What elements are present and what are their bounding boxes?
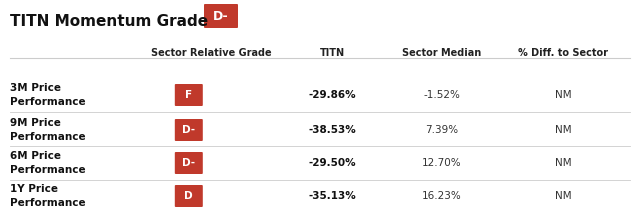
Text: -35.13%: -35.13% — [309, 191, 356, 201]
Text: Sector Median: Sector Median — [402, 48, 481, 58]
Text: 7.39%: 7.39% — [425, 125, 458, 135]
Text: 6M Price
Performance: 6M Price Performance — [10, 151, 85, 175]
Text: % Diff. to Sector: % Diff. to Sector — [518, 48, 608, 58]
Text: 12.70%: 12.70% — [422, 158, 461, 168]
Text: Sector Relative Grade: Sector Relative Grade — [151, 48, 271, 58]
FancyBboxPatch shape — [175, 185, 203, 207]
Text: TITN: TITN — [320, 48, 346, 58]
Text: F: F — [185, 90, 193, 100]
Text: D-: D- — [182, 158, 195, 168]
Text: TITN Momentum Grade: TITN Momentum Grade — [10, 14, 208, 29]
Text: NM: NM — [555, 158, 572, 168]
Text: -1.52%: -1.52% — [423, 90, 460, 100]
Text: -29.86%: -29.86% — [309, 90, 356, 100]
Text: 1Y Price
Performance: 1Y Price Performance — [10, 184, 85, 208]
FancyBboxPatch shape — [175, 119, 203, 141]
Text: 9M Price
Performance: 9M Price Performance — [10, 118, 85, 142]
FancyBboxPatch shape — [175, 152, 203, 174]
Text: NM: NM — [555, 191, 572, 201]
Text: D-: D- — [182, 125, 195, 135]
FancyBboxPatch shape — [175, 84, 203, 106]
Text: D-: D- — [213, 10, 229, 22]
FancyBboxPatch shape — [204, 4, 238, 28]
Text: NM: NM — [555, 90, 572, 100]
Text: D: D — [184, 191, 193, 201]
Text: -29.50%: -29.50% — [309, 158, 356, 168]
Text: 16.23%: 16.23% — [422, 191, 461, 201]
Text: -38.53%: -38.53% — [309, 125, 356, 135]
Text: 3M Price
Performance: 3M Price Performance — [10, 83, 85, 107]
Text: NM: NM — [555, 125, 572, 135]
